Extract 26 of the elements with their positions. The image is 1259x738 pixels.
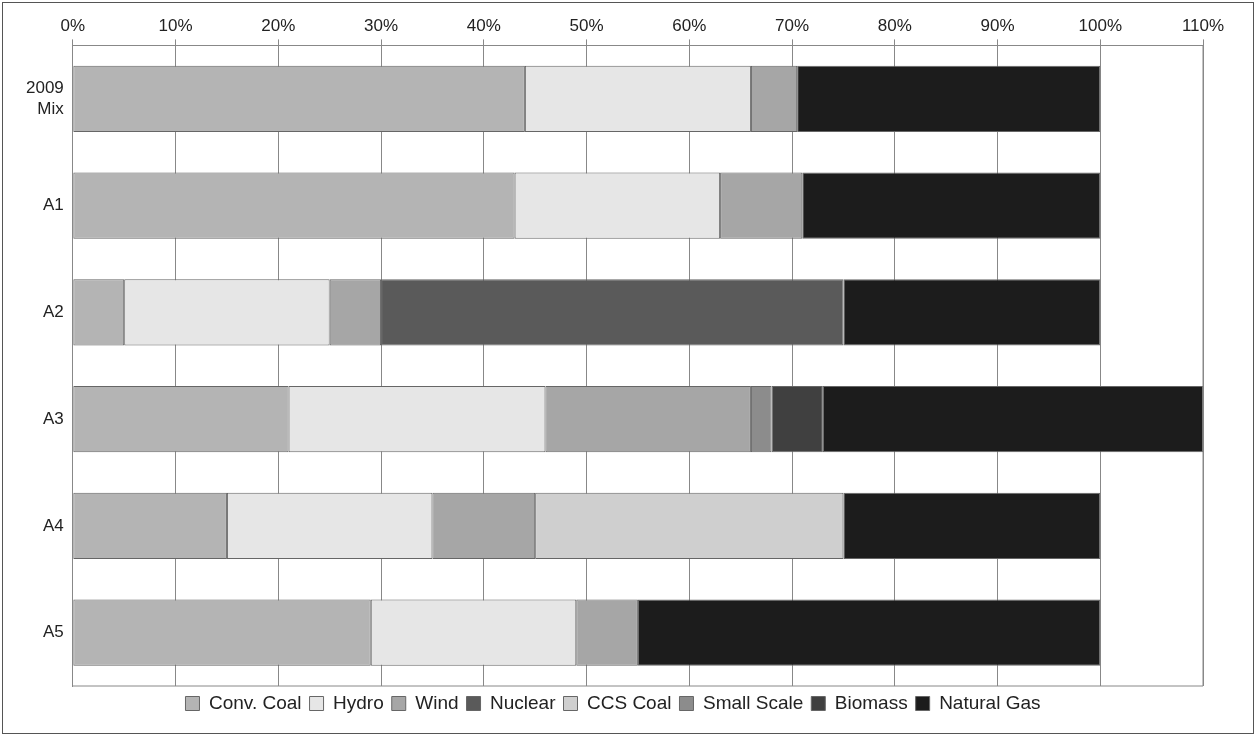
legend-label: Wind bbox=[415, 691, 459, 713]
legend-label: CCS Coal bbox=[587, 691, 672, 713]
legend-label: Hydro bbox=[333, 691, 384, 713]
x-tick-label: 10% bbox=[158, 15, 193, 35]
x-tick-label: 90% bbox=[980, 15, 1015, 35]
y-tick-label: A2 bbox=[43, 302, 64, 321]
x-tick-label: 80% bbox=[877, 15, 912, 35]
y-tick-label: A4 bbox=[43, 515, 64, 535]
x-tick-label: 70% bbox=[775, 15, 810, 35]
x-tick-label: 60% bbox=[672, 15, 707, 35]
legend-label: Natural Gas bbox=[939, 691, 1041, 713]
legend-label: Conv. Coal bbox=[208, 691, 302, 713]
x-tick-label: 50% bbox=[569, 15, 604, 35]
y-tick-label: A1 bbox=[43, 195, 64, 215]
legend-label: Biomass bbox=[834, 691, 908, 713]
x-tick-label: 30% bbox=[364, 15, 399, 35]
x-tick-label: 110% bbox=[1181, 15, 1225, 35]
legend-label: Nuclear bbox=[490, 691, 557, 713]
x-tick-label: 40% bbox=[466, 15, 501, 35]
x-tick-label: 20% bbox=[261, 15, 296, 35]
y-tick-label: 2009 Mix bbox=[25, 78, 65, 118]
legend-label: Small Scale bbox=[702, 691, 804, 713]
x-tick-label: 0% bbox=[60, 15, 86, 35]
y-tick-label: A3 bbox=[43, 408, 64, 428]
x-tick-label: 100% bbox=[1078, 15, 1122, 35]
y-tick-label: A5 bbox=[43, 622, 64, 642]
